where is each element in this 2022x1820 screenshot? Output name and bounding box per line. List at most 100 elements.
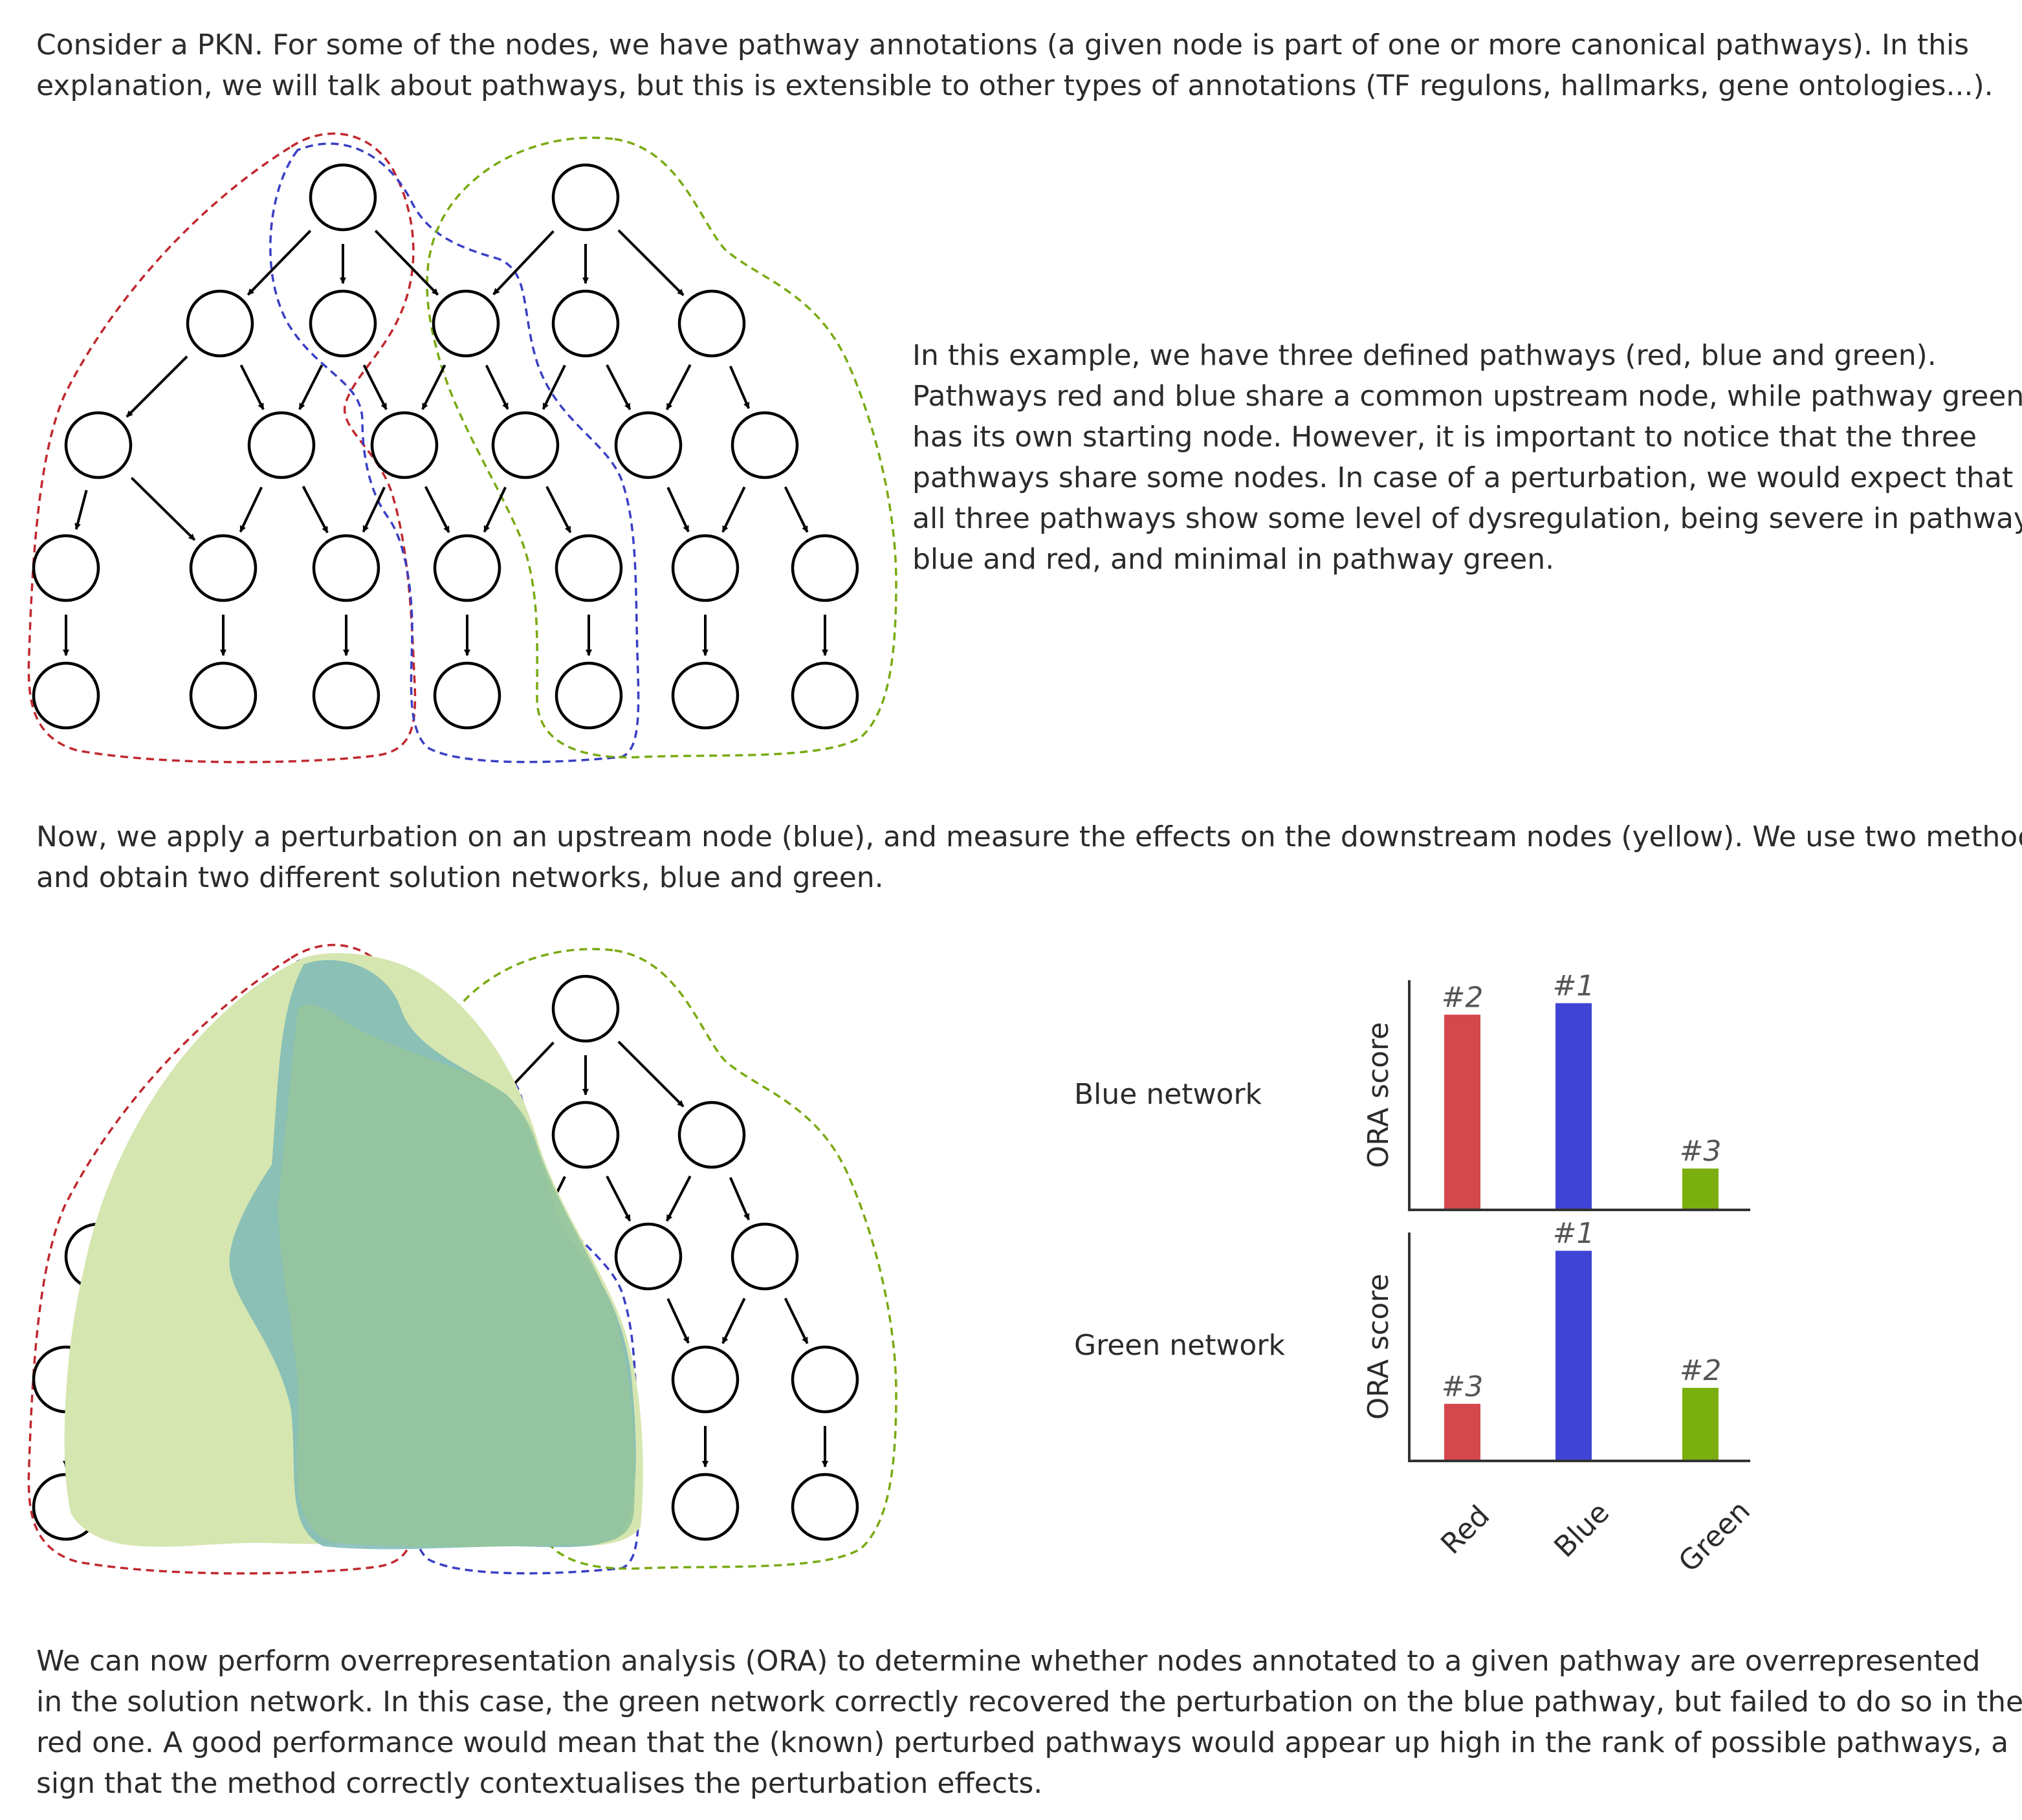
intro-paragraph: Consider a PKN. For some of the nodes, w…: [36, 25, 1994, 106]
conclusion-line: red one. A good performance would mean t…: [36, 1726, 2009, 1759]
network-node: [64, 411, 133, 479]
network-node: [186, 289, 254, 358]
ora-bar-red: [1444, 1403, 1480, 1461]
edge-arrow: [665, 364, 692, 410]
example-line: all three pathways show some level of dy…: [912, 502, 2022, 535]
network-node: [555, 534, 623, 602]
network-node: [433, 534, 501, 602]
network-node: [32, 661, 100, 730]
intro-line: Consider a PKN. For some of the nodes, w…: [36, 28, 1970, 61]
network-node: [309, 289, 377, 358]
network-node: [491, 411, 560, 479]
network-node: [671, 1345, 740, 1414]
ora-bar-charts: #2 #1 #3 ORA score #3 #1 #2 ORA score Red Blue Gre…: [1362, 970, 1757, 1579]
network-node: [432, 289, 500, 358]
edge-arrow: [606, 364, 632, 410]
edge-arrow: [374, 230, 439, 296]
edge-arrow: [74, 490, 88, 531]
overlap-area: [278, 1004, 635, 1548]
example-line: pathways share some nodes. In case of a …: [912, 461, 2014, 494]
y-axis-label: ORA score: [1362, 1274, 1395, 1420]
edge-arrow: [666, 1298, 690, 1344]
edge-arrow: [130, 477, 196, 541]
perturbation-line: Now, we apply a perturbation on an upstr…: [36, 820, 2022, 853]
example-line: Pathways red and blue share a common ups…: [912, 380, 2022, 413]
ora-bar-blue: [1555, 1251, 1592, 1461]
x-tick-label: Green: [1673, 1495, 1757, 1579]
y-axis-label: ORA score: [1362, 1022, 1395, 1168]
ora-rank-label: #3: [1442, 1370, 1484, 1403]
network-node: [731, 1222, 799, 1291]
edge-arrow: [729, 366, 751, 410]
edge-arrow: [542, 364, 566, 410]
edge-arrow: [721, 1297, 746, 1344]
ora-bar-green: [1682, 1168, 1719, 1210]
edge-arrow: [302, 485, 329, 534]
network-node: [551, 289, 620, 358]
network-node: [555, 661, 623, 730]
edge-arrow: [298, 364, 324, 410]
network-node: [791, 1345, 859, 1414]
edge-arrow: [421, 364, 446, 410]
example-line: has its own starting node. However, it i…: [912, 421, 1977, 454]
network-node: [312, 661, 380, 730]
edge-arrow: [606, 1176, 632, 1222]
edge-arrow: [239, 364, 265, 410]
green-pathway-outline: [426, 137, 897, 759]
blue-network-label: Blue network: [1074, 1078, 1262, 1111]
edge-arrow: [485, 364, 509, 410]
edge-arrow: [617, 229, 685, 296]
edge-arrow: [247, 230, 312, 296]
edge-arrow: [483, 487, 507, 532]
network-node: [677, 1101, 746, 1169]
edge-arrow: [126, 355, 188, 418]
conclusion-line: We can now perform overrepresentation an…: [36, 1645, 1981, 1678]
ora-rank-label: #2: [1680, 1354, 1722, 1387]
edge-arrow: [362, 487, 386, 532]
example-line: In this example, we have three defined p…: [912, 339, 1937, 372]
ora-rank-label: #2: [1442, 981, 1484, 1014]
network-node: [677, 289, 746, 358]
ora-chart-1: #3 #1 #2 ORA score: [1362, 1217, 1750, 1462]
ora-rank-label: #1: [1553, 970, 1595, 1003]
network-node: [551, 974, 620, 1043]
edge-arrow: [666, 487, 690, 532]
network-node: [791, 1473, 859, 1541]
ora-rank-label: #1: [1553, 1217, 1595, 1250]
edge-arrow: [239, 487, 263, 532]
edge-arrow: [784, 486, 809, 533]
edge-arrow: [492, 230, 555, 296]
network-node: [247, 411, 316, 479]
solution-network-diagram: [27, 943, 897, 1575]
edge-arrow: [729, 1177, 751, 1221]
network-node: [791, 534, 859, 602]
network-node: [370, 411, 439, 479]
edge-arrow: [424, 486, 450, 533]
network-node: [671, 1473, 740, 1541]
green-network-label: Green network: [1074, 1329, 1285, 1362]
network-node: [671, 661, 740, 730]
network-node: [312, 534, 380, 602]
network-node: [551, 1101, 620, 1169]
edge-arrow: [545, 486, 572, 533]
perturbation-line: and obtain two different solution networ…: [36, 861, 884, 894]
red-pathway-outline: [27, 132, 417, 763]
conclusion-paragraph: We can now perform overrepresentation an…: [36, 1641, 2022, 1804]
network-node: [433, 661, 501, 730]
edge-arrow: [617, 1040, 685, 1108]
edge-arrow: [721, 486, 746, 533]
network-node: [309, 163, 377, 232]
network-node: [731, 411, 799, 479]
ora-bar-green: [1682, 1388, 1719, 1461]
example-paragraph: In this example, we have three defined p…: [912, 335, 2022, 580]
ora-bar-blue: [1555, 1003, 1592, 1210]
network-node: [791, 661, 859, 730]
pkn-pathway-diagram: [27, 132, 897, 763]
ora-chart-0: #2 #1 #3 ORA score: [1362, 970, 1750, 1211]
network-node: [189, 661, 258, 730]
conclusion-line: sign that the method correctly contextua…: [36, 1767, 1043, 1800]
network-node: [189, 534, 258, 602]
x-tick-label: Blue: [1548, 1496, 1616, 1564]
conclusion-line: in the solution network. In this case, t…: [36, 1685, 2022, 1718]
